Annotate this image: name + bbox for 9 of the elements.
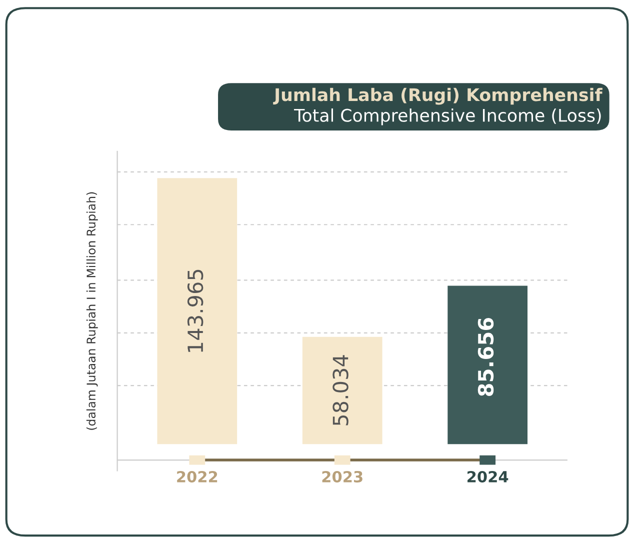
- chart-subtitle: Total Comprehensive Income (Loss): [294, 108, 601, 126]
- chart-title: Jumlah Laba (Rugi) Komprehensif: [273, 88, 602, 105]
- x-tick-label: 2022: [177, 470, 218, 482]
- x-tick-label: 2024: [468, 470, 508, 482]
- x-tick-label: 2023: [322, 470, 362, 482]
- data-label: 58.034: [332, 355, 348, 426]
- y-axis-title: (dalam Jutaan Rupiah I in Million Rupiah): [86, 192, 98, 430]
- data-label: 85.656: [478, 318, 494, 396]
- data-label: 143.965: [187, 270, 204, 352]
